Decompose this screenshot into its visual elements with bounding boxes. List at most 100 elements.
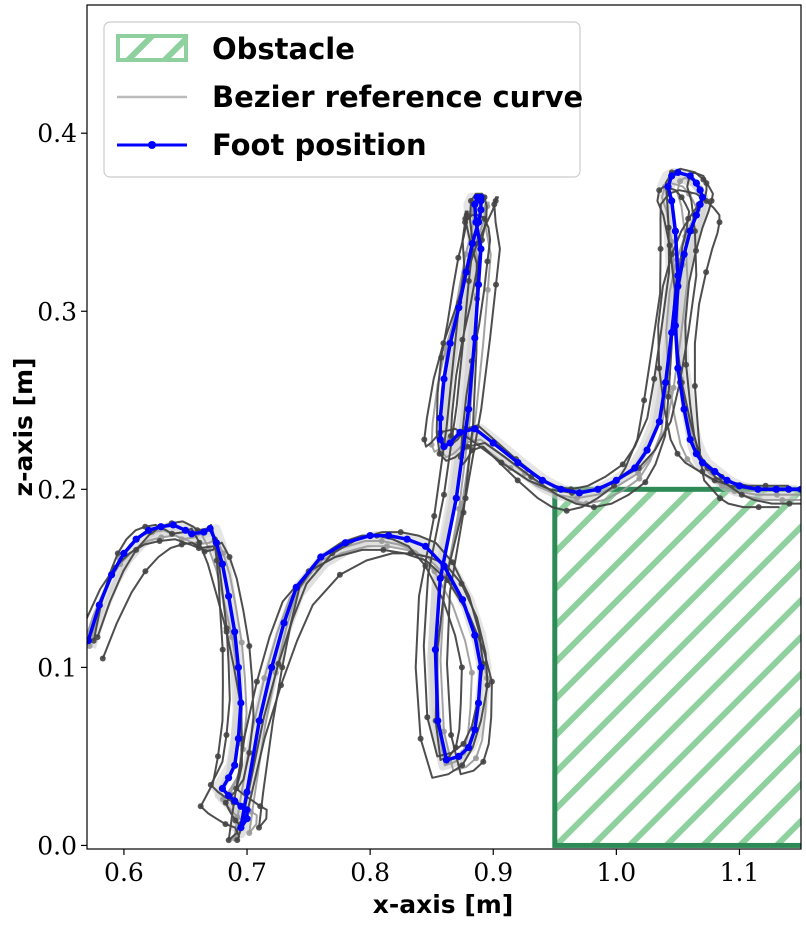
reference-point xyxy=(336,571,343,578)
reference-point xyxy=(492,197,499,204)
reference-point xyxy=(464,443,471,450)
reference-point xyxy=(708,197,715,204)
y-tick-label: 0.0 xyxy=(37,831,77,860)
foot-position-point xyxy=(366,532,374,540)
reference-point xyxy=(683,361,690,368)
foot-position-point xyxy=(243,788,251,796)
foot-position-point xyxy=(674,168,682,176)
foot-position-point xyxy=(477,197,485,205)
reference-point xyxy=(468,669,475,676)
foot-position-point xyxy=(268,663,276,672)
reference-curve-5 xyxy=(96,167,789,826)
reference-point xyxy=(452,744,459,751)
foot-position-point xyxy=(696,186,704,194)
reference-point xyxy=(440,728,447,735)
foot-position-point xyxy=(440,443,448,451)
reference-point xyxy=(397,529,404,536)
axes: 0.6 0.7 0.8 0.9 1.0 1.1 0.0 0.1 0.2 0.3 0.4 xyxy=(37,119,759,887)
reference-point xyxy=(197,803,204,810)
reference-point xyxy=(223,628,230,635)
foot-position-point xyxy=(145,526,153,534)
reference-point xyxy=(275,660,282,667)
reference-point xyxy=(677,178,683,185)
reference-point xyxy=(484,286,491,293)
foot-position-point xyxy=(674,364,682,372)
reference-point xyxy=(222,799,229,806)
foot-position-point xyxy=(643,446,651,454)
foot-position-point xyxy=(234,735,242,743)
legend-obstacle-swatch xyxy=(116,34,188,62)
reference-point xyxy=(421,436,428,443)
reference-point xyxy=(215,753,221,760)
reference-curve-6 xyxy=(87,185,801,842)
reference-point xyxy=(384,543,390,550)
reference-point xyxy=(220,550,227,557)
foot-position-point xyxy=(474,218,483,226)
foot-position-point xyxy=(218,784,226,793)
foot-position-point xyxy=(206,524,214,533)
foot-position-point xyxy=(680,405,688,413)
reference-point xyxy=(590,504,597,511)
reference-point xyxy=(246,749,253,756)
reference-point xyxy=(79,648,85,654)
reference-point xyxy=(691,383,698,389)
reference-point xyxy=(407,550,414,557)
reference-point xyxy=(459,336,466,343)
foot-position-point xyxy=(188,530,196,538)
foot-position-point xyxy=(692,211,701,219)
foot-position-point xyxy=(477,245,485,253)
reference-point xyxy=(641,397,648,404)
foot-position-point xyxy=(234,663,242,672)
reference-point xyxy=(469,447,476,454)
foot-position-point xyxy=(698,193,707,201)
foot-position-point xyxy=(225,792,233,800)
reference-point xyxy=(114,550,121,557)
reference-curve-7 xyxy=(92,171,801,829)
reference-point xyxy=(380,546,387,553)
y-tick-label: 0.2 xyxy=(37,475,77,504)
foot-position-point xyxy=(668,329,676,337)
foot-position-point xyxy=(465,405,473,413)
reference-point xyxy=(717,495,723,502)
reference-point xyxy=(642,479,649,486)
foot-position-point xyxy=(686,435,694,444)
reference-point xyxy=(226,554,233,560)
foot-position-point xyxy=(458,596,467,604)
reference-point xyxy=(611,482,618,489)
reference-point xyxy=(762,482,769,489)
foot-position-point xyxy=(434,717,442,725)
foot-position-point xyxy=(456,428,464,436)
foot-position-point xyxy=(674,282,682,290)
x-axis-title: x-axis [m] xyxy=(373,890,514,919)
plot-area xyxy=(79,167,801,848)
foot-position-point xyxy=(452,494,460,502)
reference-point xyxy=(484,258,491,265)
reference-point xyxy=(219,646,226,653)
foot-position-point xyxy=(772,485,781,493)
foot-position-point xyxy=(538,476,547,484)
foot-position-point xyxy=(120,549,128,558)
foot-position-point xyxy=(87,637,92,645)
reference-point xyxy=(465,278,472,284)
foot-position-point xyxy=(674,272,682,280)
reference-point xyxy=(213,557,220,564)
reference-point xyxy=(278,682,284,689)
reference-point xyxy=(779,497,786,503)
foot-position-point xyxy=(655,418,664,426)
x-tick-label: 0.8 xyxy=(350,858,390,887)
reference-point xyxy=(436,450,443,457)
foot-position-point xyxy=(237,824,245,832)
foot-position-point xyxy=(446,339,454,347)
reference-point xyxy=(668,251,675,258)
foot-position-point xyxy=(797,485,801,493)
reference-point xyxy=(563,507,570,514)
reference-point xyxy=(574,495,580,502)
foot-position-point xyxy=(735,482,744,490)
reference-point xyxy=(90,637,97,644)
foot-position-point xyxy=(785,485,793,493)
reference-point xyxy=(460,740,467,747)
foot-position-point xyxy=(474,281,483,289)
foot-position-point xyxy=(465,743,473,752)
reference-point xyxy=(431,513,438,519)
y-axis-title: z-axis [m] xyxy=(9,358,38,497)
